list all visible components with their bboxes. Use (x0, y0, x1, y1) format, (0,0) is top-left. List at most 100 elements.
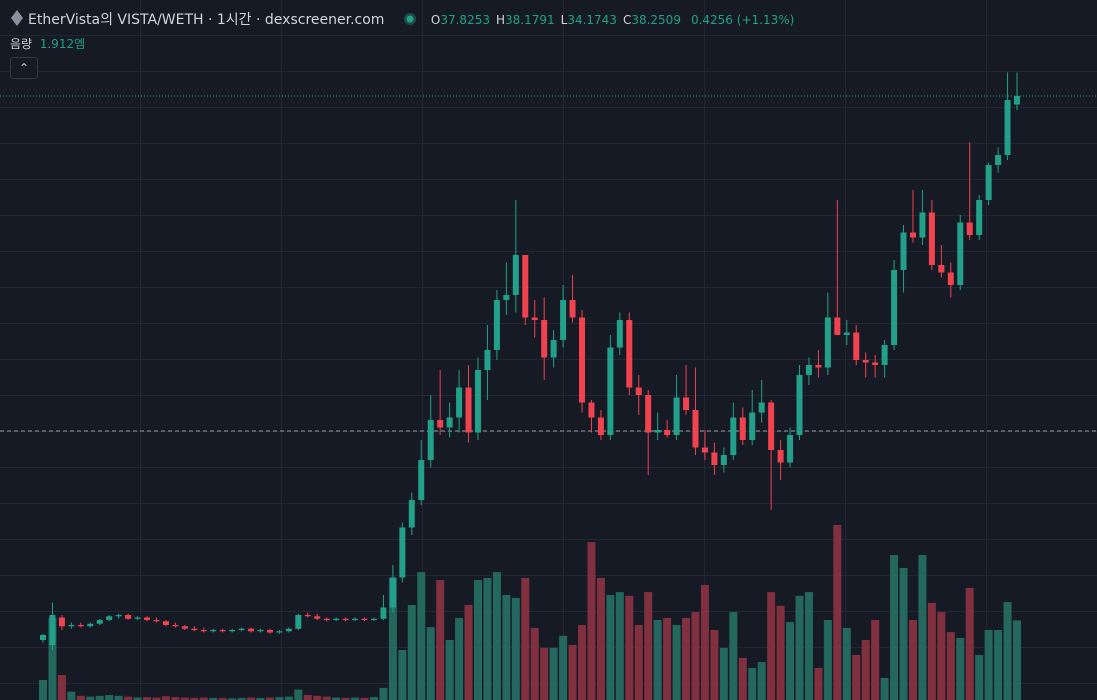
volume-bar (464, 605, 473, 700)
candle-body (796, 375, 803, 435)
collapse-button[interactable]: ⌃ (10, 57, 38, 79)
candle-body (579, 317, 586, 403)
candle-body (181, 626, 188, 629)
volume-bar (492, 572, 501, 700)
ohlc-key: O (430, 13, 441, 27)
volume-bar (303, 695, 312, 700)
volume-bar (890, 555, 899, 700)
volume-bar (511, 597, 520, 700)
volume-bar (596, 577, 605, 700)
candle-body (834, 317, 841, 335)
volume-bar (398, 650, 407, 700)
volume-bar (341, 697, 350, 700)
candle-body (758, 402, 765, 413)
volume-bar (284, 696, 293, 700)
candle-body (824, 317, 831, 368)
volume-bar (105, 695, 114, 700)
candle-body (635, 387, 642, 395)
candle-body (87, 623, 94, 627)
candle-body (418, 460, 425, 500)
candle-body (49, 615, 56, 645)
candle-body (957, 222, 964, 285)
volume-bar (445, 640, 454, 700)
candle-body (664, 430, 671, 435)
volume-bar (502, 595, 511, 700)
volume-label: 음량 (10, 37, 33, 51)
volume-bar (653, 620, 662, 700)
candle-body (399, 527, 406, 578)
volume-bar (549, 647, 558, 700)
candle-body (68, 625, 75, 627)
candle-body (408, 500, 415, 528)
volume-bar (729, 612, 738, 700)
volume-bar (861, 640, 870, 700)
candle-body (720, 455, 727, 465)
volume-legend: 음량 1.912엠 (10, 35, 85, 52)
volume-bar (95, 695, 104, 700)
volume-bar (587, 542, 596, 700)
candle-body (503, 295, 510, 300)
candle-body (238, 628, 245, 630)
candle-body (200, 630, 207, 632)
candle-body (569, 300, 576, 318)
volume-bar (606, 595, 615, 700)
volume-bar (275, 697, 284, 700)
volume-bar (1003, 602, 1012, 700)
candle-body (304, 615, 311, 617)
candle-body (739, 417, 746, 440)
candle-body (456, 387, 463, 418)
candle-body (191, 628, 198, 630)
volume-bar (180, 697, 189, 700)
candle-body (219, 630, 226, 632)
volume-bar (767, 592, 776, 700)
candle-body (607, 347, 614, 435)
candle-body (995, 155, 1002, 165)
volume-bar (256, 697, 265, 700)
volume-bar (984, 630, 993, 700)
candle-body (891, 270, 898, 345)
candle-body (985, 165, 992, 200)
candle-body (522, 255, 529, 318)
candle-body (58, 617, 65, 627)
candle-body (853, 332, 860, 360)
volume-bar (171, 697, 180, 700)
volume-bar (521, 577, 530, 700)
candle-body (560, 300, 567, 340)
candle-body (645, 395, 652, 433)
volume-bar (247, 697, 256, 700)
candle-body (749, 412, 756, 440)
candle-body (144, 617, 151, 620)
candle-body (541, 320, 548, 358)
title: EtherVista의 VISTA/WETH · 1시간 · dexscreen… (28, 12, 385, 28)
volume-bar (833, 525, 842, 700)
volume-bar (804, 592, 813, 700)
candle-body (900, 232, 907, 270)
candle-body (40, 635, 46, 640)
candle-body (616, 320, 623, 348)
candle-body (257, 630, 264, 632)
volume-bar (956, 637, 965, 700)
volume-bar (795, 595, 804, 700)
status-dot (403, 13, 416, 25)
volume-bar (852, 655, 861, 700)
volume-bar (86, 696, 95, 700)
ohlc: O37.8253 H38.1791 L34.1743 C38.2509 (431, 12, 687, 28)
candle-body (881, 345, 888, 365)
header: EtherVista의 VISTA/WETH · 1시간 · dexscreen… (10, 9, 798, 29)
volume-bar (700, 585, 709, 700)
volume-bar (152, 697, 161, 700)
volume-bar (625, 595, 634, 700)
volume-bar (918, 555, 927, 700)
volume-bar (814, 667, 823, 700)
candle-body (484, 350, 491, 370)
candle-body (352, 618, 359, 620)
volume-bar (39, 680, 47, 700)
volume-bar (417, 572, 426, 700)
volume-bar (294, 689, 303, 700)
volume-bar (124, 696, 133, 700)
volume-bar (672, 625, 681, 700)
volume-bar (568, 645, 577, 700)
volume-bar (48, 617, 57, 700)
